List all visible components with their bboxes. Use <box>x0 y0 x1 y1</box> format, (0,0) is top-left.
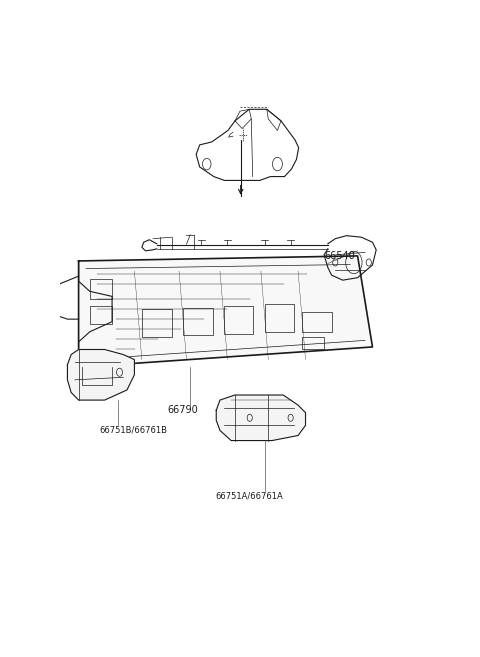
Polygon shape <box>216 395 305 441</box>
Text: 66540: 66540 <box>324 251 355 261</box>
Bar <box>142 309 172 337</box>
Bar <box>90 306 112 324</box>
Bar <box>183 307 213 335</box>
Bar <box>302 311 332 332</box>
Polygon shape <box>79 256 372 367</box>
Bar <box>224 306 253 334</box>
Polygon shape <box>67 350 134 400</box>
Text: 66751A/66761A: 66751A/66761A <box>216 491 284 500</box>
Bar <box>264 304 294 332</box>
Text: 66790: 66790 <box>168 405 198 415</box>
Bar <box>90 279 112 299</box>
Bar <box>302 337 324 350</box>
Text: 66751B/66761B: 66751B/66761B <box>99 425 167 434</box>
